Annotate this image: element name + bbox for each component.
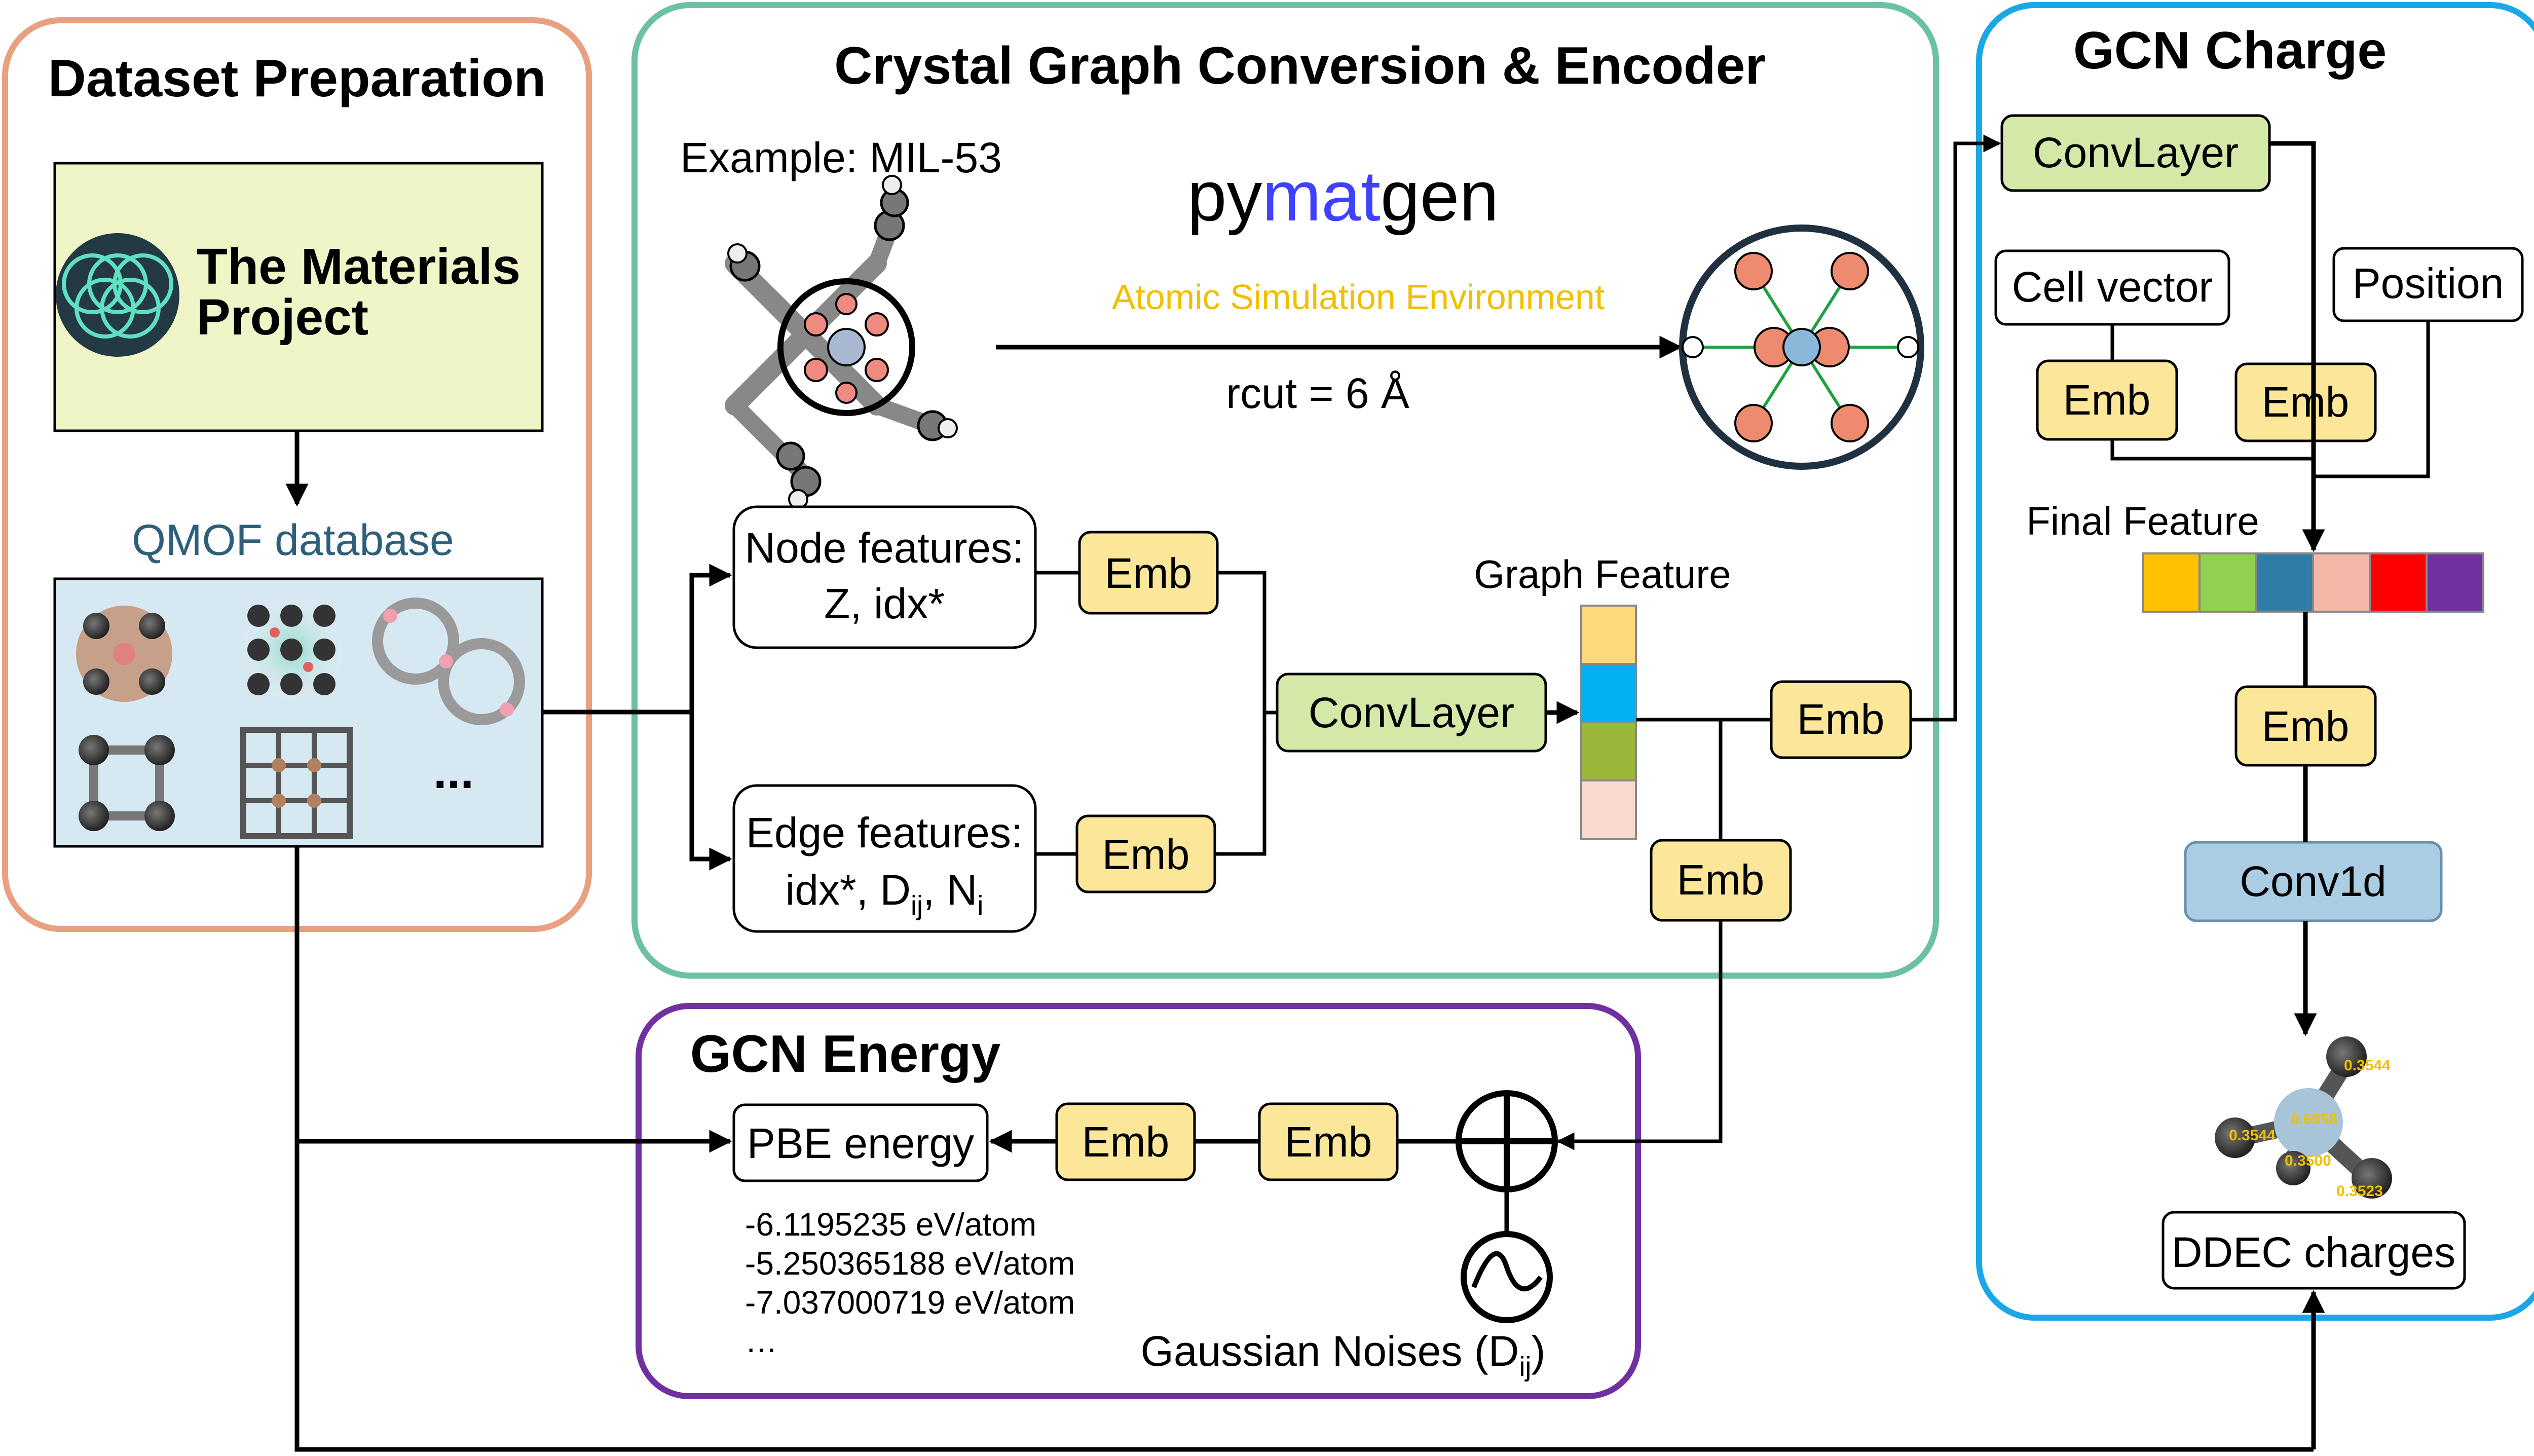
cell-vector-label: Cell vector bbox=[2012, 263, 2213, 311]
graph-feature-cell-1 bbox=[1580, 605, 1637, 665]
energy-emb-1-label: Emb bbox=[1082, 1118, 1170, 1166]
pymatgen-part1: py bbox=[1187, 156, 1262, 236]
ddec-molecule-icon: 0.3544 0.6958 0.3544 0.3500 0.3523 bbox=[2215, 1036, 2392, 1200]
edge-features-prefix: idx*, D bbox=[786, 866, 911, 914]
dataset-preparation-title: Dataset Preparation bbox=[48, 49, 546, 108]
gaussian-noise-icon bbox=[1461, 1231, 1553, 1323]
node-features-line1: Node features: bbox=[744, 524, 1024, 572]
energy-branch-to-sum-arrow bbox=[1556, 920, 1723, 1150]
example-label: Example: MIL-53 bbox=[680, 134, 1002, 181]
split-to-node-arrow bbox=[689, 564, 732, 712]
graph-feature-vector bbox=[1580, 605, 1637, 840]
gaussian-noise-suffix: ) bbox=[1531, 1327, 1545, 1375]
qmof-label: QMOF database bbox=[132, 516, 454, 565]
encoder-title: Crystal Graph Conversion & Encoder bbox=[834, 36, 1766, 95]
gcn-energy-title: GCN Energy bbox=[690, 1025, 1001, 1084]
final-feature-cell-1 bbox=[2142, 552, 2201, 613]
encoder-output-emb-label: Emb bbox=[1797, 695, 1885, 743]
node-features-box bbox=[732, 505, 1037, 649]
pymatgen-logo: pymatgen bbox=[1187, 156, 1499, 236]
charge-value-3: 0.3544 bbox=[2229, 1127, 2276, 1144]
final-feature-label: Final Feature bbox=[2026, 499, 2259, 543]
energy-branch-emb-label: Emb bbox=[1677, 856, 1765, 904]
encoder-emb-to-charge-conv-arrow bbox=[1911, 134, 2001, 722]
pymatgen-part3: gen bbox=[1381, 156, 1499, 236]
materials-project-logo-icon bbox=[56, 233, 179, 357]
gcn-charge-title: GCN Charge bbox=[2073, 21, 2387, 80]
gaussian-noise-prefix: Gaussian Noises (D bbox=[1141, 1327, 1519, 1375]
crystal-graph-icon bbox=[1679, 225, 1924, 470]
graph-feature-cell-4 bbox=[1580, 779, 1637, 840]
qmof-structure-2-icon bbox=[238, 595, 347, 704]
graph-feature-cell-3 bbox=[1580, 721, 1637, 781]
ase-label: Atomic Simulation Environment bbox=[1112, 277, 1605, 317]
gaussian-noise-label: Gaussian Noises (Dij) bbox=[1141, 1327, 1546, 1382]
edge-features-line2: idx*, Dij, Ni bbox=[786, 866, 984, 921]
position-emb-box bbox=[2234, 362, 2377, 442]
gcn-charge-frame bbox=[1976, 2, 2534, 1321]
ddec-charges-label: DDEC charges bbox=[2172, 1228, 2455, 1276]
qmof-structure-5-icon bbox=[240, 727, 353, 839]
graph-feature-cell-2 bbox=[1580, 663, 1637, 723]
position-to-final-wire bbox=[2314, 321, 2430, 478]
edge-emb-label: Emb bbox=[1102, 831, 1190, 878]
cell-vector-emb-label: Emb bbox=[2063, 376, 2151, 424]
edge-features-sub2: i bbox=[977, 890, 983, 921]
cell-emb-to-final-wire bbox=[2110, 439, 2314, 461]
final-feature-cell-4 bbox=[2312, 552, 2371, 613]
gcn-energy-frame bbox=[636, 1003, 1641, 1399]
final-feature-cell-6 bbox=[2426, 552, 2484, 613]
charge-conv-to-final-arrow bbox=[2269, 141, 2325, 552]
energy-value-3: -7.037000719 eV/atom bbox=[745, 1284, 1075, 1321]
node-emb-to-conv-wire bbox=[1215, 571, 1266, 856]
qmof-structure-3-icon bbox=[372, 598, 525, 725]
materials-project-line1: The Materials bbox=[197, 238, 520, 295]
node-features-line2: Z, idx* bbox=[824, 580, 945, 627]
pbe-energy-label: PBE energy bbox=[747, 1119, 974, 1167]
energy-value-1: -6.1195235 eV/atom bbox=[745, 1206, 1036, 1243]
final-feature-cell-3 bbox=[2255, 552, 2314, 613]
energy-value-2: -5.250365188 eV/atom bbox=[745, 1245, 1075, 1282]
qmof-structure-4-icon bbox=[79, 735, 175, 831]
final-emb-label: Emb bbox=[2262, 702, 2350, 750]
split-to-edge-arrow bbox=[689, 712, 732, 871]
sum-operator-icon bbox=[1456, 1090, 1558, 1192]
charge-convlayer-box bbox=[2000, 114, 2271, 192]
conv1d-box bbox=[2184, 841, 2443, 922]
qmof-ellipsis: ... bbox=[433, 744, 474, 799]
energy-value-4: … bbox=[745, 1323, 777, 1359]
qmof-structure-1-icon bbox=[76, 606, 172, 702]
charge-value-2: 0.6958 bbox=[2291, 1111, 2337, 1128]
charge-convlayer-label: ConvLayer bbox=[2033, 129, 2239, 176]
final-feature-cell-2 bbox=[2198, 552, 2257, 613]
energy-emb-2-label: Emb bbox=[1285, 1118, 1372, 1166]
encoder-convlayer-label: ConvLayer bbox=[1309, 689, 1514, 736]
position-emb-label: Emb bbox=[2262, 378, 2350, 426]
charge-value-4: 0.3500 bbox=[2285, 1152, 2331, 1169]
qmof-to-bottom-wire bbox=[294, 846, 2314, 1452]
final-feature-cell-5 bbox=[2369, 552, 2428, 613]
rcut-label: rcut = 6 Å bbox=[1226, 369, 1409, 417]
charge-value-5: 0.3523 bbox=[2336, 1183, 2383, 1200]
conv1d-label: Conv1d bbox=[2240, 857, 2387, 905]
ddec-charges-box bbox=[2162, 1211, 2466, 1290]
position-label: Position bbox=[2353, 259, 2504, 307]
edge-features-box bbox=[732, 784, 1037, 933]
graph-feature-label: Graph Feature bbox=[1474, 552, 1731, 596]
mil53-structure-icon bbox=[725, 175, 958, 509]
encoder-frame bbox=[631, 2, 1939, 979]
final-feature-vector bbox=[2142, 552, 2484, 613]
pymatgen-part2: mat bbox=[1262, 156, 1380, 236]
edge-features-sub1: ij bbox=[911, 890, 923, 921]
gaussian-noise-sub: ij bbox=[1519, 1352, 1531, 1382]
pbe-energy-box bbox=[732, 1103, 989, 1182]
node-emb-label: Emb bbox=[1105, 549, 1193, 597]
edge-features-mid: , N bbox=[923, 866, 977, 914]
edge-features-line1: Edge features: bbox=[746, 809, 1023, 856]
charge-value-1: 0.3544 bbox=[2344, 1057, 2391, 1074]
cell-vector-emb-box bbox=[2036, 359, 2178, 441]
materials-project-line2: Project bbox=[197, 289, 368, 346]
